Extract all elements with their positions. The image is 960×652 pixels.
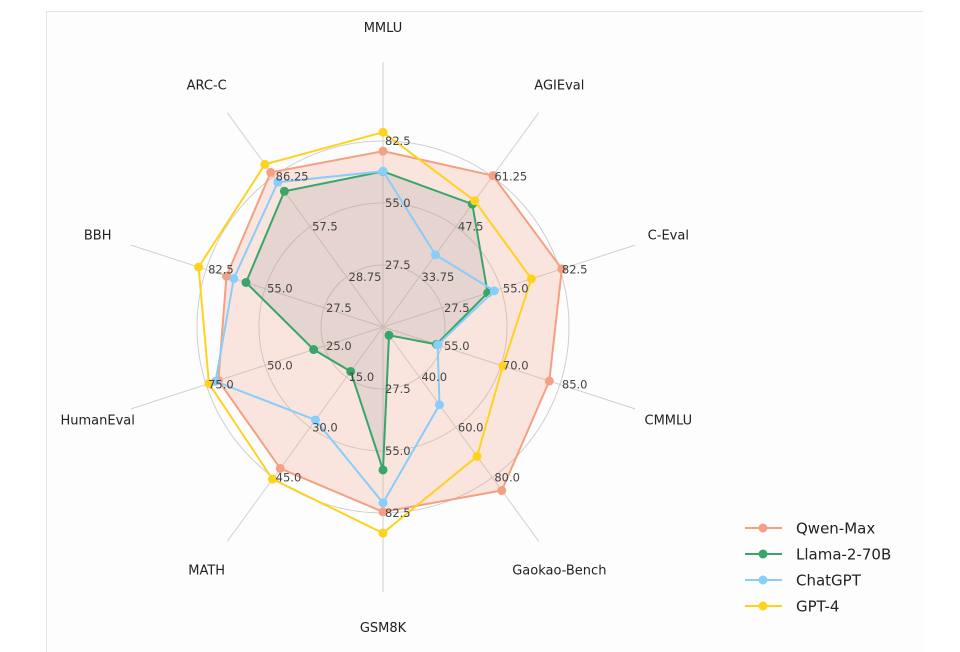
data-point — [346, 366, 356, 376]
tick-label: 50.0 — [267, 358, 293, 372]
data-point — [433, 340, 443, 350]
tick-label: 40.0 — [421, 370, 447, 384]
data-point — [434, 400, 444, 410]
tick-label: 25.0 — [326, 339, 352, 353]
data-point — [273, 177, 283, 187]
data-point — [378, 465, 388, 475]
tick-label: 55.0 — [385, 196, 411, 210]
legend-marker — [758, 549, 768, 559]
tick-label: 55.0 — [385, 444, 411, 458]
data-point — [378, 507, 388, 517]
tick-label: 27.5 — [444, 301, 470, 315]
tick-label: 75.0 — [208, 377, 234, 391]
legend-marker — [758, 575, 768, 585]
data-point — [488, 171, 498, 181]
series-area-llama-2-70b — [245, 171, 488, 470]
axis-label: BBH — [84, 228, 112, 243]
data-point — [279, 186, 289, 196]
axis-label: GSM8K — [360, 621, 407, 636]
legend-marker — [758, 601, 768, 611]
tick-label: 55.0 — [267, 282, 293, 296]
data-point — [384, 330, 394, 340]
chart-frame — [46, 11, 923, 652]
data-point — [229, 274, 239, 284]
data-point — [378, 498, 388, 508]
legend-entry: Qwen-Max — [796, 520, 875, 538]
axis-spoke — [130, 326, 384, 410]
data-point — [378, 166, 388, 176]
axis-label: MMLU — [364, 21, 403, 36]
tick-label: 45.0 — [276, 470, 302, 484]
tick-label: 82.5 — [385, 506, 411, 520]
tick-label: 82.5 — [562, 263, 588, 277]
axis-spoke — [382, 244, 636, 328]
tick-label: 55.0 — [503, 282, 529, 296]
legend-entry: Llama-2-70B — [796, 546, 891, 564]
axis-spoke — [382, 112, 540, 328]
axis-spoke — [382, 326, 636, 410]
tick-label: 57.5 — [312, 220, 338, 234]
tick-label: 27.5 — [326, 301, 352, 315]
data-point — [309, 345, 319, 355]
data-point — [221, 271, 231, 281]
legend-entry: ChatGPT — [796, 572, 862, 590]
data-point — [544, 376, 554, 386]
legend-entry: GPT-4 — [796, 598, 839, 616]
data-point — [266, 167, 276, 177]
data-point — [310, 415, 320, 425]
axis-label: AGIEval — [534, 78, 584, 93]
axis-spoke — [382, 326, 540, 542]
data-point — [241, 277, 251, 287]
tick-label: 70.0 — [503, 358, 529, 372]
tick-label: 85.0 — [562, 377, 588, 391]
axis-label: CMMLU — [645, 414, 693, 429]
data-point — [378, 528, 388, 538]
tick-label: 86.25 — [276, 170, 309, 184]
legend-marker — [758, 523, 768, 533]
tick-label: 82.5 — [208, 263, 234, 277]
axis-spoke — [226, 112, 384, 328]
tick-label: 28.75 — [349, 270, 382, 284]
tick-label: 27.5 — [385, 382, 411, 396]
axis-spoke — [130, 244, 384, 328]
tick-label: 60.0 — [458, 420, 484, 434]
tick-label: 30.0 — [312, 420, 338, 434]
axis-label: ARC-C — [187, 78, 227, 93]
data-point — [378, 146, 388, 156]
data-point — [430, 250, 440, 260]
data-point — [557, 264, 567, 274]
data-point — [470, 196, 480, 206]
data-point — [204, 379, 214, 389]
tick-label: 33.75 — [421, 270, 454, 284]
tick-label: 55.0 — [444, 339, 470, 353]
data-point — [275, 463, 285, 473]
tick-label: 47.5 — [458, 220, 484, 234]
data-point — [267, 474, 277, 484]
data-point — [489, 286, 499, 296]
data-point — [260, 159, 270, 169]
axis-label: HumanEval — [60, 414, 134, 429]
data-point — [497, 486, 507, 496]
tick-label: 80.0 — [494, 470, 520, 484]
axis-spoke — [226, 326, 384, 542]
tick-label: 82.5 — [385, 134, 411, 148]
data-point — [472, 451, 482, 461]
data-point — [378, 127, 388, 137]
axis-label: C-Eval — [648, 228, 689, 243]
axis-label: MATH — [188, 564, 225, 579]
tick-label: 61.25 — [494, 170, 527, 184]
tick-label: 27.5 — [385, 258, 411, 272]
tick-label: 15.0 — [349, 370, 375, 384]
data-point — [526, 274, 536, 284]
data-point — [194, 262, 204, 272]
axis-label: Gaokao-Bench — [512, 564, 606, 579]
data-point — [498, 361, 508, 371]
